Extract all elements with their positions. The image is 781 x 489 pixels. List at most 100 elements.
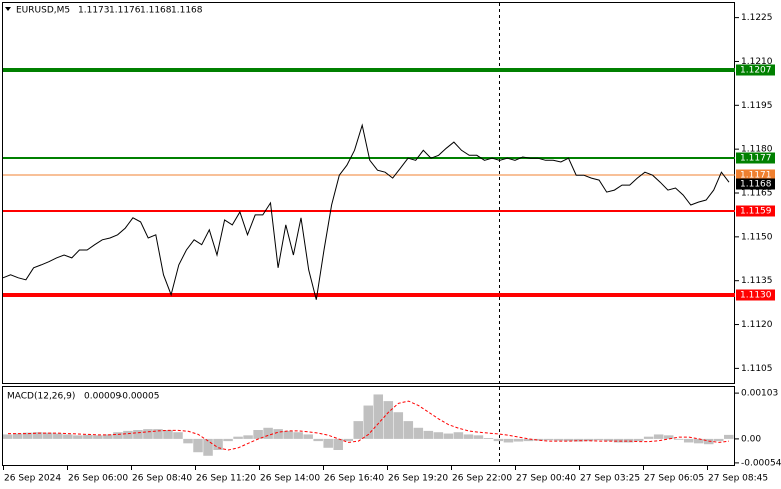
macd-bar bbox=[253, 430, 263, 439]
x-tick-label: 27 Sep 06:05 bbox=[644, 474, 704, 484]
macd-bar bbox=[303, 434, 313, 439]
macd-bar bbox=[503, 438, 514, 443]
macd-bar bbox=[693, 438, 704, 444]
level-label: 1.1130 bbox=[740, 291, 772, 301]
y-tick-label: 1.1105 bbox=[741, 364, 773, 374]
macd-bar bbox=[13, 433, 23, 439]
y-tick-label: 1.1195 bbox=[741, 101, 773, 111]
y-tick-label: 1.1180 bbox=[741, 145, 773, 155]
macd-bar bbox=[583, 438, 594, 442]
macd-bar bbox=[73, 435, 83, 439]
macd-bar bbox=[453, 432, 464, 439]
macd-bar bbox=[513, 438, 524, 442]
x-tick-label: 26 Sep 11:20 bbox=[196, 474, 256, 484]
macd-bar bbox=[643, 436, 654, 439]
y-tick-label: 1.1150 bbox=[741, 232, 773, 242]
x-tick-label: 27 Sep 03:25 bbox=[580, 474, 640, 484]
y-tick-label: 1.1135 bbox=[741, 276, 773, 286]
close: 1.1168 bbox=[171, 6, 203, 16]
macd-bar bbox=[523, 438, 534, 442]
x-tick-label: 26 Sep 19:20 bbox=[388, 474, 448, 484]
macd-bar bbox=[463, 434, 474, 439]
x-tick-label: 26 Sep 2024 bbox=[4, 474, 61, 484]
macd-bar bbox=[203, 438, 213, 456]
macd-bar bbox=[333, 438, 343, 450]
macd-bar bbox=[53, 433, 63, 439]
macd-bar bbox=[183, 438, 193, 444]
x-tick-label: 27 Sep 00:40 bbox=[516, 474, 576, 484]
macd-bar bbox=[413, 427, 424, 439]
macd-bar bbox=[473, 435, 484, 439]
y-tick-label: 1.1225 bbox=[741, 13, 773, 23]
macd-bar bbox=[113, 432, 123, 439]
macd-bar bbox=[373, 394, 384, 439]
macd-bar bbox=[293, 432, 303, 439]
level-label: 1.1207 bbox=[740, 66, 772, 76]
menu-arrow bbox=[5, 7, 11, 11]
macd-bar bbox=[493, 438, 504, 442]
macd-bar bbox=[213, 438, 223, 450]
macd-bar bbox=[443, 433, 454, 439]
macd-value: 0.00009 bbox=[84, 392, 121, 402]
macd-bar bbox=[133, 430, 143, 439]
macd-bar bbox=[93, 435, 103, 439]
macd-bar bbox=[83, 434, 93, 439]
macd-bar bbox=[163, 430, 173, 439]
macd-bar bbox=[313, 438, 323, 442]
macd-bar bbox=[3, 434, 13, 439]
macd-bar bbox=[613, 438, 624, 443]
macd-bar bbox=[663, 435, 674, 439]
macd-title: MACD(12,26,9) bbox=[7, 392, 75, 402]
macd-bar bbox=[623, 438, 634, 443]
level-tag bbox=[736, 289, 775, 301]
macd-bar bbox=[363, 405, 374, 439]
macd-bar bbox=[143, 429, 153, 439]
signal-value: -0.00005 bbox=[119, 392, 159, 402]
level-tag bbox=[736, 178, 775, 190]
y-tick-label: 1.1165 bbox=[741, 189, 773, 199]
macd-bar bbox=[724, 434, 734, 439]
macd-bar bbox=[603, 438, 614, 442]
high: 1.1176 bbox=[109, 6, 141, 16]
macd-bar bbox=[173, 432, 183, 439]
low: 1.1168 bbox=[140, 6, 172, 16]
macd-bar bbox=[23, 432, 33, 439]
y-tick-label: 0.00 bbox=[741, 434, 761, 444]
macd-bar bbox=[403, 421, 414, 439]
open: 1.1173 bbox=[78, 6, 110, 16]
macd-bar bbox=[633, 438, 644, 442]
macd-bar bbox=[193, 438, 203, 453]
macd-bar bbox=[263, 427, 273, 439]
price-panel bbox=[2, 2, 735, 384]
macd-bar bbox=[223, 438, 233, 442]
y-tick-label: 0.00103 bbox=[741, 389, 778, 399]
x-tick-label: 26 Sep 08:40 bbox=[132, 474, 192, 484]
macd-bar bbox=[353, 421, 363, 439]
x-tick-label: 26 Sep 06:00 bbox=[68, 474, 128, 484]
x-tick-label: 27 Sep 08:45 bbox=[708, 474, 768, 484]
level-tag bbox=[736, 169, 775, 181]
macd-bar bbox=[423, 430, 434, 439]
macd-bar bbox=[573, 438, 584, 442]
level-tag bbox=[736, 205, 775, 217]
x-tick-label: 26 Sep 16:40 bbox=[324, 474, 384, 484]
price-line bbox=[2, 123, 730, 300]
macd-bar bbox=[33, 432, 43, 439]
macd-bar bbox=[343, 438, 353, 442]
macd-bar bbox=[483, 438, 494, 439]
chart-title: EURUSD,M5 bbox=[16, 6, 70, 16]
macd-bar bbox=[593, 438, 604, 441]
macd-bar bbox=[553, 438, 564, 441]
macd-bar bbox=[683, 438, 694, 443]
macd-bar bbox=[43, 432, 53, 439]
macd-panel bbox=[2, 386, 735, 466]
macd-bar bbox=[713, 438, 724, 442]
macd-bar bbox=[653, 434, 664, 439]
macd-bar bbox=[433, 432, 444, 439]
level-label: 1.1177 bbox=[740, 154, 772, 164]
y-tick-label: 1.1210 bbox=[741, 57, 773, 67]
level-label: 1.1171 bbox=[740, 171, 772, 181]
macd-bar bbox=[383, 401, 394, 439]
y-tick-label: -0.00054 bbox=[741, 458, 781, 468]
